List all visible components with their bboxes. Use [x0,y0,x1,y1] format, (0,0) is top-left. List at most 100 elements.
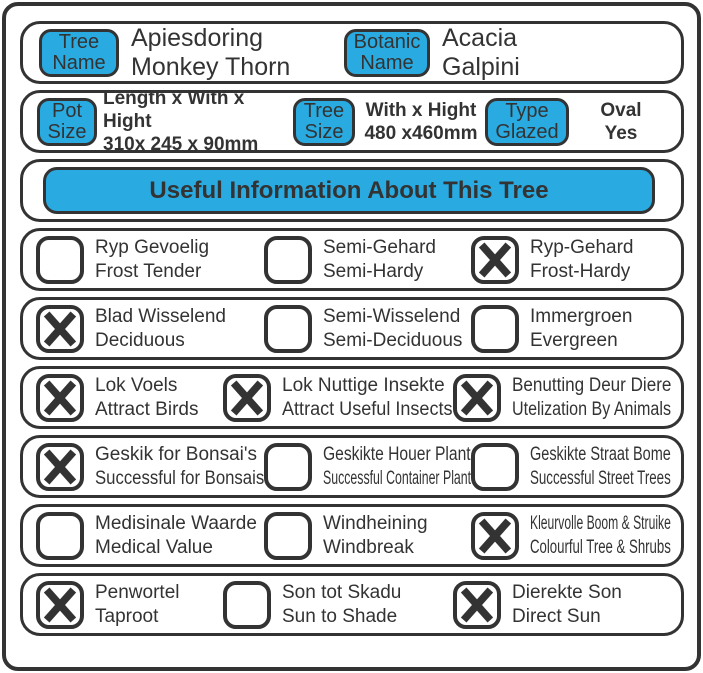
tree-name-badge-line2: Name [52,51,106,74]
street-tree-label: Geskikte Straat Bome Successful Street T… [530,443,671,491]
tree-size-badge: Tree Size [293,97,355,146]
x-mark-icon [460,380,494,415]
type-glazed-badge-line2: Glazed [495,120,559,143]
windbreak-label: Windheining Windbreak [323,512,471,560]
suitability-row: Geskik for Bonsai's Successful for Bonsa… [20,435,684,498]
x-mark-icon [478,518,512,553]
label-english: Taproot [95,605,159,627]
street-tree-cell: Geskikte Straat Bome Successful Street T… [471,442,671,491]
label-afrikaans: Benutting Deur Diere [512,374,672,396]
windbreak-cell: Windheining Windbreak [264,511,471,560]
attract-birds-checkbox[interactable] [36,373,84,422]
tree-size-value: With x Hight 480 x460mm [361,99,481,145]
label-english: Sun to Shade [282,605,398,627]
label-english: Utelization By Animals [512,398,671,420]
pot-type-value: Oval [600,99,642,121]
container-plant-cell: Geskikte Houer Plant Successful Containe… [264,442,471,491]
label-afrikaans: Kleurvolle Boom & Struike [530,512,671,534]
x-mark-icon [43,587,77,622]
botanic-name-value: Acacia Galpini [442,24,671,81]
animal-use-label: Benutting Deur Diere Utelization By Anim… [512,374,671,422]
label-english: Successful Street Trees [530,467,671,489]
botanic-name-badge-line2: Name [360,51,414,74]
evergreen-cell: Immergroen Evergreen [471,304,671,353]
label-afrikaans: Geskikte Houer Plant [323,443,471,465]
deciduous-cell: Blad Wisselend Deciduous [36,304,264,353]
label-english: Frost Tender [95,260,202,282]
street-tree-checkbox[interactable] [471,442,519,491]
label-english: Successful Container Plant [323,467,472,489]
container-plant-checkbox[interactable] [264,442,312,491]
tree-name-badge-line1: Tree [58,30,100,53]
frost-hardy-cell: Ryp-Gehard Frost-Hardy [471,235,671,284]
semi-hardy-checkbox[interactable] [264,235,312,284]
name-row: Tree Name Apiesdoring Monkey Thorn Botan… [20,21,684,84]
label-afrikaans: Ryp-Gehard [530,236,634,258]
evergreen-checkbox[interactable] [471,304,519,353]
deciduous-label: Blad Wisselend Deciduous [95,305,264,353]
evergreen-label: Immergroen Evergreen [530,305,671,353]
size-row: Pot Size Length x With x Hight 310x 245 … [20,90,684,153]
x-mark-icon [43,311,77,346]
frost-hardiness-row: Ryp Gevoelig Frost Tender Semi-Gehard Se… [20,228,684,291]
botanic-name-badge: Botanic Name [344,28,430,77]
semi-deciduous-label: Semi-Wisselend Semi-Deciduous [323,305,471,353]
leaf-habit-row: Blad Wisselend Deciduous Semi-Wisselend … [20,297,684,360]
taproot-cell: Penwortel Taproot [36,580,223,629]
label-afrikaans: Windheining [323,512,428,534]
pot-size-badge-line2: Size [47,120,87,143]
semi-deciduous-cell: Semi-Wisselend Semi-Deciduous [264,304,471,353]
x-mark-icon [230,380,264,415]
label-afrikaans: Blad Wisselend [95,305,226,327]
label-afrikaans: Semi-Gehard [323,236,436,258]
container-plant-label: Geskikte Houer Plant Successful Containe… [323,443,471,491]
attract-insects-checkbox[interactable] [223,373,271,422]
label-english: Colourful Tree & Shrubs [530,536,671,558]
bonsai-cell: Geskik for Bonsai's Successful for Bonsa… [36,442,265,491]
label-english: Successful for Bonsais [95,467,265,489]
label-english: Windbreak [323,536,414,558]
medical-value-checkbox[interactable] [36,511,84,560]
label-afrikaans: Lok Nuttige Insekte [282,374,445,396]
colourful-cell: Kleurvolle Boom & Struike Colourful Tree… [471,511,671,560]
tree-name-value: Apiesdoring Monkey Thorn [131,24,336,81]
x-mark-icon [478,242,512,277]
tree-size-badge-line1: Tree [303,99,345,122]
label-english: Evergreen [530,329,618,351]
label-afrikaans: Lok Voels [95,374,178,396]
sun-to-shade-checkbox[interactable] [223,580,271,629]
sun-to-shade-label: Son tot Skadu Sun to Shade [282,581,453,629]
botanic-name-species: Galpini [442,52,520,81]
x-mark-icon [43,449,77,484]
semi-deciduous-checkbox[interactable] [264,304,312,353]
tree-size-dimensions: 480 x460mm [364,122,478,144]
tree-name-badge: Tree Name [39,28,119,77]
value-row: Medisinale Waarde Medical Value Windhein… [20,504,684,567]
animal-use-cell: Benutting Deur Diere Utelization By Anim… [453,373,671,422]
sun-to-shade-cell: Son tot Skadu Sun to Shade [223,580,453,629]
pot-size-badge: Pot Size [37,97,97,146]
label-afrikaans: Immergroen [530,305,633,327]
frost-hardy-label: Ryp-Gehard Frost-Hardy [530,236,671,284]
deciduous-checkbox[interactable] [36,304,84,353]
taproot-checkbox[interactable] [36,580,84,629]
banner-title: Useful Information About This Tree [149,176,549,204]
label-english: Frost-Hardy [530,260,631,282]
direct-sun-label: Dierekte Son Direct Sun [512,581,671,629]
animal-use-checkbox[interactable] [453,373,501,422]
colourful-checkbox[interactable] [471,511,519,560]
label-english: Deciduous [95,329,185,351]
direct-sun-cell: Dierekte Son Direct Sun [453,580,671,629]
tree-size-badge-line2: Size [304,120,344,143]
frost-tender-label: Ryp Gevoelig Frost Tender [95,236,264,284]
frost-tender-checkbox[interactable] [36,235,84,284]
frost-hardy-checkbox[interactable] [471,235,519,284]
banner-row: Useful Information About This Tree [20,159,684,222]
windbreak-checkbox[interactable] [264,511,312,560]
direct-sun-checkbox[interactable] [453,580,501,629]
bonsai-checkbox[interactable] [36,442,84,491]
attract-birds-label: Lok Voels Attract Birds [95,374,223,422]
type-glazed-value: Oval Yes [569,99,673,145]
x-mark-icon [460,587,494,622]
